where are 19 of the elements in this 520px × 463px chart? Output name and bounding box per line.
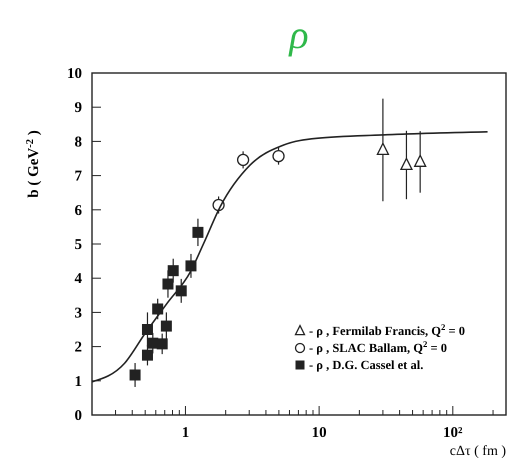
y-tick-label: 6: [74, 202, 82, 219]
y-tick-label: 4: [74, 271, 82, 288]
y-tick-label: 5: [74, 237, 82, 253]
y-tick-label: 0: [74, 408, 82, 424]
legend-label: - ρ , SLAC Ballam, Q$^{2}$ = 0: [309, 339, 447, 355]
x-tick-label: 10²: [443, 425, 464, 441]
y-tick-label: 2: [74, 340, 82, 356]
y-tick-label: 7: [74, 168, 82, 185]
legend-label: - ρ , Fermilab Francis, Q$^{2}$ = 0: [309, 322, 466, 338]
y-tick-label: 10: [67, 66, 82, 82]
x-axis-title: cΔτ ( fm ): [450, 444, 506, 459]
x-tick-label: 10: [312, 425, 327, 441]
y-tick-label: 1: [74, 374, 82, 390]
y-tick-label: 9: [74, 100, 82, 116]
y-tick-label: 8: [74, 134, 82, 150]
legend-label: - ρ , D.G. Cassel et al.: [309, 358, 424, 372]
y-tick-label: 3: [74, 305, 82, 322]
chart-title: ρ: [287, 12, 309, 57]
x-tick-label: 1: [182, 425, 190, 441]
